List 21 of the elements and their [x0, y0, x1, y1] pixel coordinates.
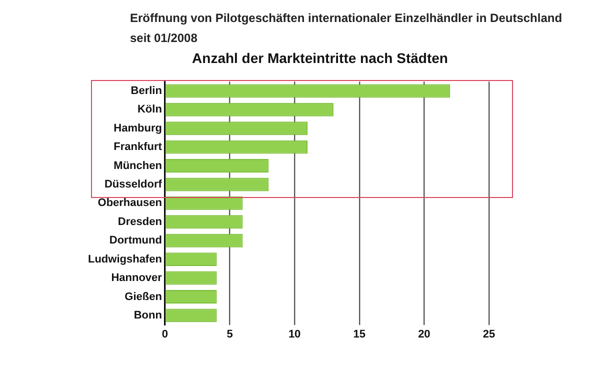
- y-tick-label: Hannover: [111, 272, 163, 284]
- y-tick-label: Düsseldorf: [104, 178, 162, 191]
- y-tick-label: Frankfurt: [114, 141, 162, 154]
- x-tick-label: 25: [482, 328, 496, 340]
- y-tick-label: München: [114, 160, 162, 172]
- x-tick-label: 5: [226, 328, 233, 340]
- x-tick-label: 10: [288, 328, 301, 340]
- y-tick-label: Dresden: [118, 216, 162, 228]
- y-tick-label: Berlin: [130, 84, 162, 97]
- x-tick-label: 15: [353, 328, 366, 340]
- y-tick-label: Köln: [137, 104, 162, 116]
- chart-subtitle: Anzahl der Markteintritte nach Städten: [191, 50, 449, 66]
- x-tick-label: 0: [162, 328, 168, 340]
- y-tick-label: Gießen: [124, 290, 162, 303]
- y-tick-label: Oberhausen: [98, 197, 162, 210]
- y-tick-label: Bonn: [134, 309, 162, 322]
- y-tick-label: Dortmund: [109, 234, 162, 247]
- y-tick-label: Ludwigshafen: [88, 253, 162, 266]
- y-tick-label: Hamburg: [114, 122, 162, 134]
- x-tick-label: 20: [418, 328, 430, 340]
- chart-title: Eröffnung von Pilotgeschäften internationaler Einzelhändler in Deutschland seit 01/2008: [130, 10, 564, 47]
